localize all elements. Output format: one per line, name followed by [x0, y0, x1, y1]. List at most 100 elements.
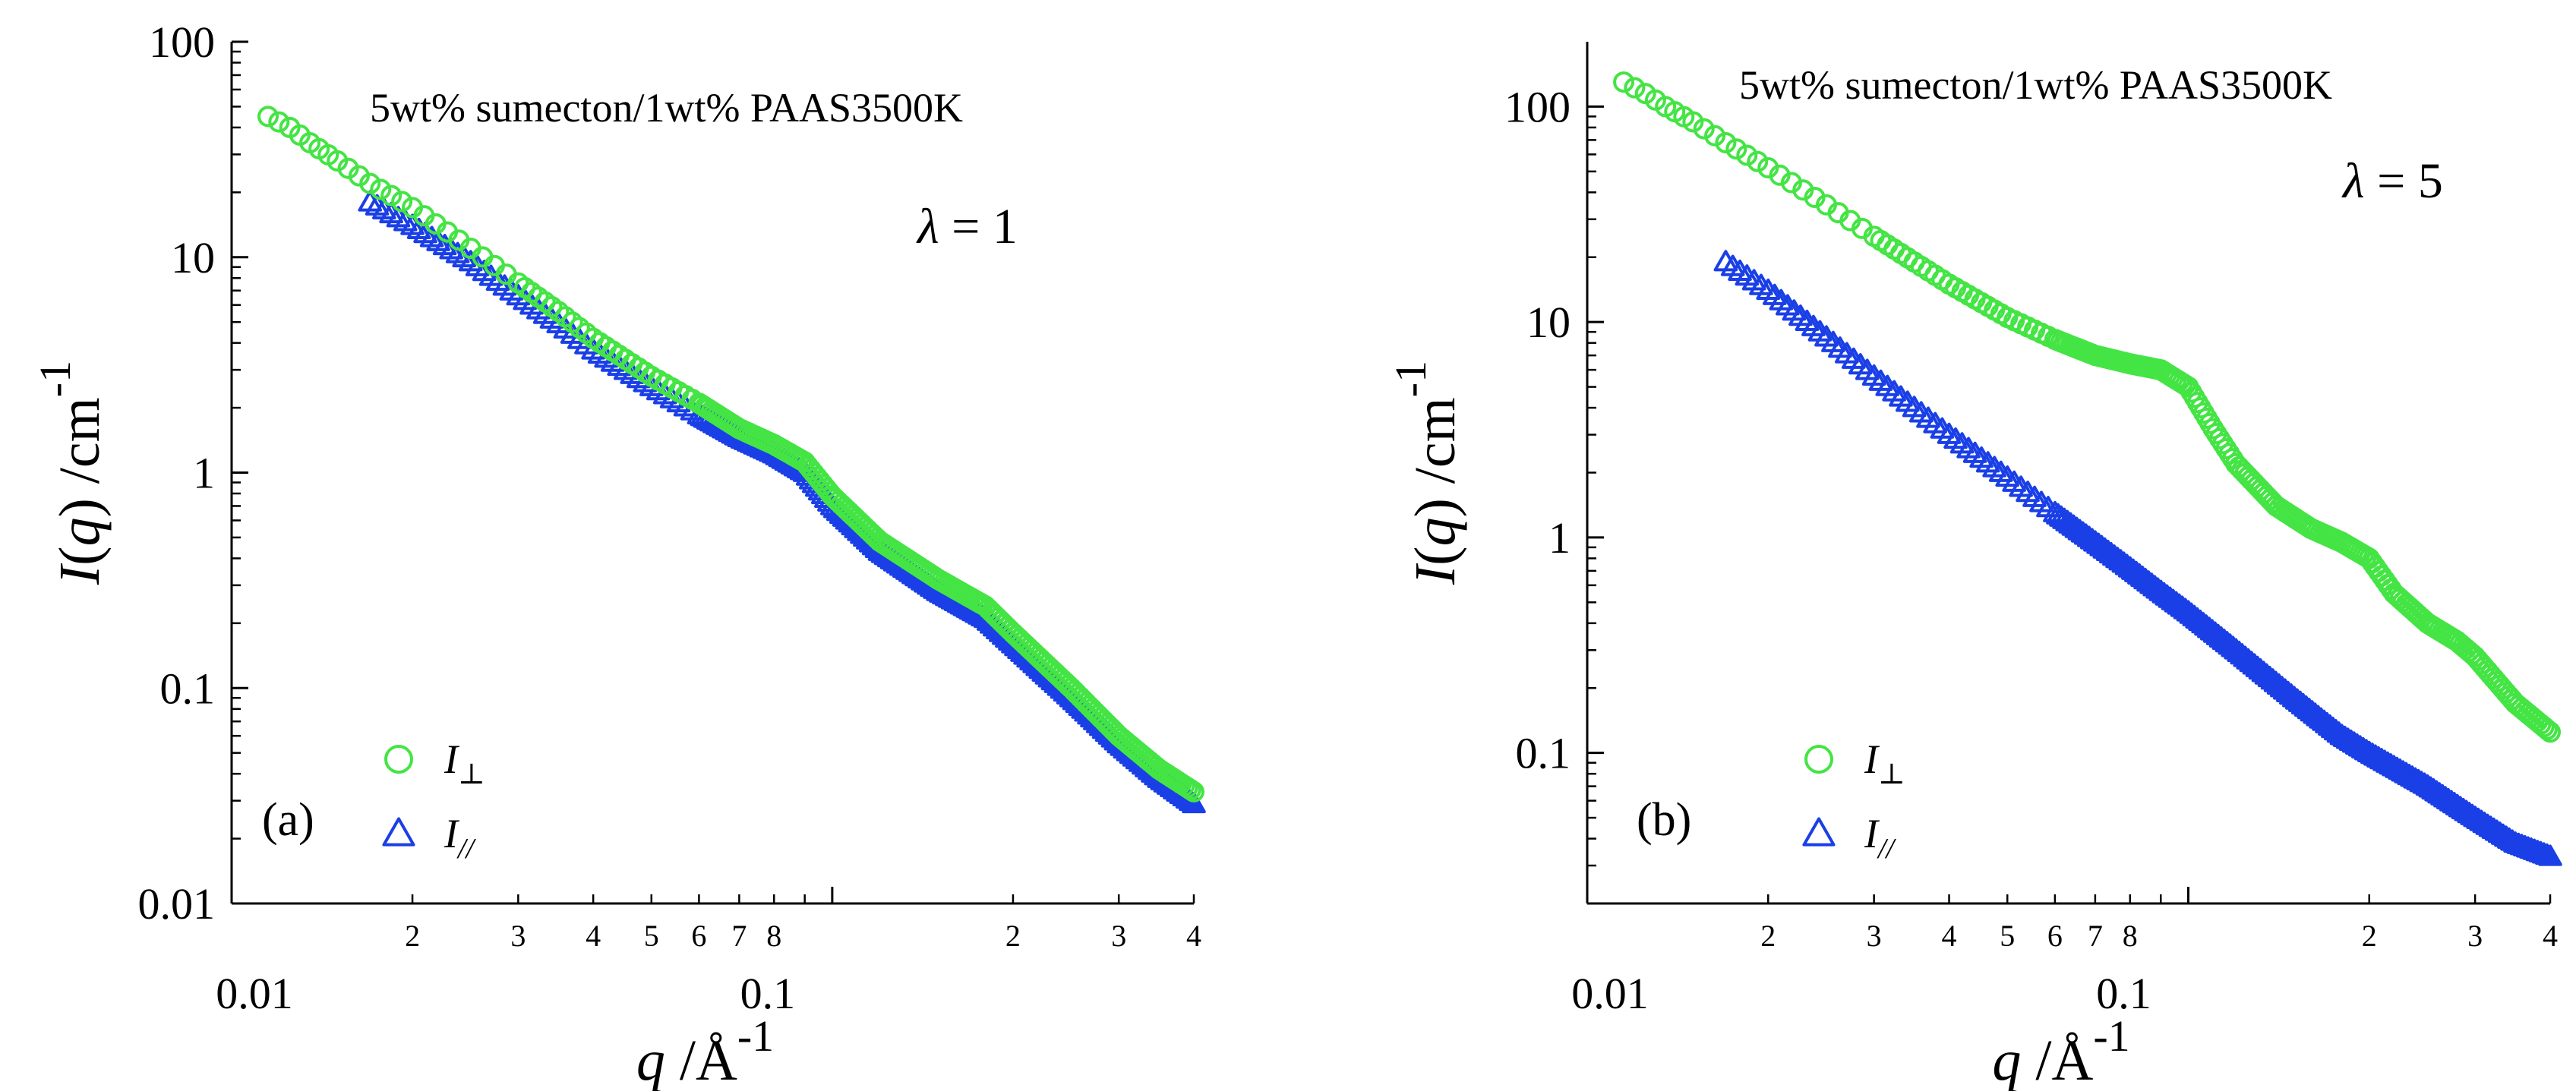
- data-point: [2173, 598, 2198, 620]
- x-minor-tick-label-a: 2: [405, 919, 420, 953]
- data-point: [2430, 784, 2454, 806]
- lambda-value-a: = 1: [939, 199, 1018, 254]
- y-tick-label-a: 1: [193, 449, 215, 498]
- x-minor-tick-label-a: 3: [510, 919, 526, 953]
- data-point: [2454, 799, 2479, 821]
- data-point: [2478, 815, 2503, 837]
- x-minor-tick-label-a: 2: [1005, 919, 1021, 953]
- data-point: [2418, 776, 2443, 798]
- x-minor-tick-label-a: 5: [644, 919, 659, 953]
- x-minor-tick-label-b: 4: [1942, 919, 1957, 953]
- legend-sub-b: ⊥: [1878, 758, 1905, 790]
- x-minor-tick-label-b: 6: [2047, 919, 2063, 953]
- data-point: [2335, 727, 2360, 749]
- data-point: [257, 106, 279, 128]
- data-point: [1182, 791, 1206, 814]
- x-minor-tick-label-a: 4: [1186, 919, 1201, 953]
- x-axis-title-a: q /Å-1: [636, 1011, 774, 1091]
- x-tick-label-b: 0.1: [2096, 969, 2151, 1018]
- data-point: [2424, 780, 2448, 802]
- data-point: [380, 184, 402, 207]
- x-minor-tick-label-a: 3: [1111, 919, 1126, 953]
- y-axis-unit-b: ) /cm: [1403, 397, 1467, 517]
- y-axis-title-a: I(q) /cm-1: [30, 361, 112, 585]
- data-point: [2170, 595, 2195, 617]
- data-point: [2161, 588, 2186, 610]
- x-minor-tick-label-b: 2: [1760, 919, 1776, 953]
- x-minor-tick-label-b: 5: [2000, 919, 2015, 953]
- x-minor-tick-label-b: 3: [2467, 919, 2483, 953]
- data-point: [2353, 739, 2379, 761]
- data-point: [2409, 771, 2434, 793]
- legend-label-b: I⊥: [1864, 736, 1905, 790]
- legend-marker-a: [382, 817, 415, 847]
- data-point: [1725, 138, 1747, 160]
- legend-label-b: I//: [1864, 811, 1897, 865]
- data-point: [2469, 809, 2494, 831]
- data-point: [2344, 733, 2369, 755]
- y-axis-exp-a: -1: [30, 361, 80, 397]
- data-point: [2167, 593, 2192, 615]
- data-point: [2460, 803, 2484, 825]
- x-axis-var-a: q: [636, 1029, 665, 1091]
- x-minor-tick-label-b: 3: [1867, 919, 1882, 953]
- lambda-label-b: λ = 5: [2341, 153, 2443, 209]
- data-point: [1736, 144, 1758, 166]
- x-minor-tick-label-b: 8: [2123, 919, 2138, 953]
- legend-marker-b: [1804, 745, 1833, 774]
- y-tick-label-b: 10: [1526, 298, 1571, 347]
- series-parallel-b: [1713, 250, 2562, 866]
- data-point: [2475, 813, 2500, 835]
- legend-var-a: I: [444, 811, 460, 856]
- lambda-symbol-b: λ: [2341, 153, 2365, 209]
- data-point: [2332, 725, 2357, 748]
- data-point: [2148, 579, 2174, 601]
- data-point: [2412, 772, 2437, 794]
- data-point: [2481, 817, 2506, 840]
- legend-sub-a: //: [456, 833, 477, 865]
- x-minor-tick-label-b: 2: [2362, 919, 2377, 953]
- legend-sub-b: //: [1877, 833, 1897, 865]
- data-point: [1613, 71, 1635, 93]
- panel-label-b: (b): [1637, 794, 1691, 846]
- legend-item-perp-b: I⊥: [1804, 736, 1905, 790]
- lambda-value-b: = 5: [2365, 153, 2443, 209]
- data-point: [2164, 591, 2189, 613]
- series-perp-b: [1613, 71, 2561, 743]
- y-axis-var-a: I: [48, 563, 112, 585]
- x-minor-tick-label-b: 4: [2543, 919, 2558, 953]
- data-point: [2533, 716, 2555, 738]
- legend-marker-b: [1802, 817, 1836, 847]
- legend-var-a: I: [444, 736, 460, 782]
- x-minor-tick-label-b: 7: [2088, 919, 2103, 953]
- y-axis-arg-a: q: [48, 517, 112, 546]
- data-point: [2497, 827, 2521, 850]
- data-point: [2448, 796, 2473, 818]
- data-point: [2427, 782, 2451, 804]
- data-point: [370, 178, 392, 200]
- y-axis-title-b: I(q) /cm-1: [1386, 361, 1467, 585]
- data-point: [2487, 821, 2512, 843]
- data-point: [1624, 77, 1646, 99]
- data-point: [2484, 819, 2509, 841]
- data-point: [2445, 793, 2470, 815]
- data-point: [2433, 786, 2458, 808]
- x-minor-tick-label-a: 4: [586, 919, 601, 953]
- data-point: [2472, 812, 2497, 834]
- data-point: [2347, 735, 2372, 757]
- x-axis-exp-a: -1: [737, 1011, 774, 1061]
- x-minor-tick-label-a: 6: [691, 919, 706, 953]
- y-tick-label-b: 100: [1504, 82, 1571, 131]
- data-point: [1747, 150, 1769, 172]
- data-point: [2538, 844, 2562, 866]
- data-point: [1704, 125, 1726, 147]
- data-point: [2350, 736, 2376, 759]
- x-tick-label-b: 0.01: [1571, 969, 1649, 1018]
- lambda-label-a: λ = 1: [916, 199, 1018, 254]
- data-point: [2439, 790, 2464, 812]
- legend-label-a: I//: [444, 811, 477, 865]
- panel-label-a: (a): [262, 794, 314, 846]
